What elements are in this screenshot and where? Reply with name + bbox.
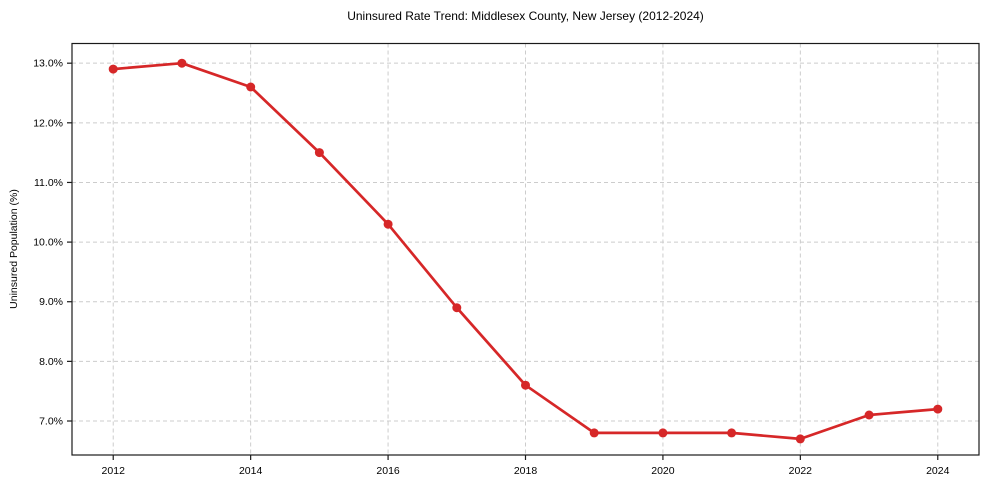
data-point-marker [521,380,530,390]
y-axis-label: Uninsured Population (%) [8,189,20,309]
x-tick-label: 2012 [102,465,126,477]
x-tick-label: 2016 [376,465,400,477]
data-point-marker [658,428,668,438]
data-point-marker [108,64,118,74]
data-point-marker [383,219,393,229]
y-tick-label: 8.0% [39,356,63,368]
data-point-marker [177,58,187,68]
y-tick-label: 11.0% [34,177,63,189]
x-tick-label: 2020 [651,465,675,477]
y-tick-label: 12.0% [33,117,63,129]
data-point-marker [246,82,256,92]
data-point-marker [727,428,737,438]
data-point-marker [933,404,943,414]
x-tick-label: 2022 [789,465,813,477]
y-tick-label: 7.0% [39,416,63,428]
data-point-marker [589,428,599,438]
x-tick-label: 2024 [926,465,950,477]
data-point-marker [314,148,324,158]
x-tick-label: 2018 [514,465,538,477]
chart-title: Uninsured Rate Trend: Middlesex County, … [347,9,704,23]
data-point-marker [452,303,462,313]
data-point-marker [864,410,874,420]
y-tick-label: 10.0% [33,237,63,249]
x-tick-label: 2014 [239,465,263,477]
y-tick-label: 9.0% [39,296,63,308]
y-tick-label: 13.0% [33,58,63,70]
data-point-marker [795,434,805,444]
